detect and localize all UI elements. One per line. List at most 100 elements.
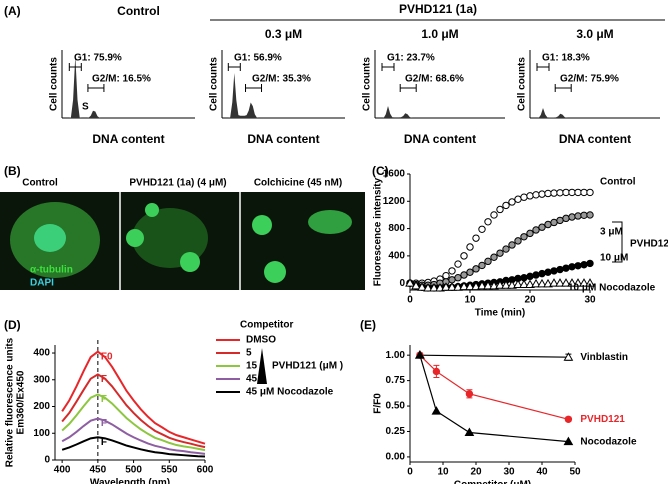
marker <box>471 281 481 291</box>
series-label: PVHD121 <box>580 414 625 425</box>
y-tick-label: 300 <box>33 374 50 385</box>
stain-label: DAPI <box>30 278 54 289</box>
axis-label: DNA content <box>404 132 476 146</box>
axis-label: DNA content <box>92 132 164 146</box>
marker <box>472 265 480 273</box>
x-tick-label: 0 <box>407 295 413 306</box>
gate <box>381 63 395 71</box>
marker <box>477 280 487 290</box>
panel-label: (B) <box>4 164 21 178</box>
histogram <box>62 56 195 118</box>
gate-label: G1: 18.3% <box>542 53 590 64</box>
cell <box>252 215 272 235</box>
phase-label: S <box>82 102 89 113</box>
marker <box>526 229 534 238</box>
marker <box>525 279 535 289</box>
wedge <box>257 348 267 384</box>
marker <box>526 272 534 281</box>
marker <box>448 276 456 284</box>
drug-title: PVHD121 (1a) <box>399 2 477 16</box>
marker <box>478 261 486 270</box>
peak-label: F0 <box>101 351 113 362</box>
marker <box>513 279 523 289</box>
legend-label: 45 <box>246 374 258 385</box>
marker <box>549 278 559 287</box>
x-tick-label: 600 <box>197 465 214 476</box>
stain-label: α-tubulin <box>30 265 73 276</box>
x-tick-label: 20 <box>524 295 536 306</box>
marker <box>478 225 486 233</box>
y-axis-label: Fluorescence intensity <box>373 177 384 286</box>
series-line <box>61 393 206 452</box>
marker <box>562 188 570 197</box>
marker <box>538 269 546 278</box>
marker <box>490 253 498 261</box>
marker <box>520 193 528 201</box>
histogram <box>530 108 660 118</box>
marker <box>502 201 510 210</box>
marker <box>556 216 564 225</box>
bracket <box>612 221 623 263</box>
marker <box>567 278 577 287</box>
x-tick-label: 10 <box>464 295 476 306</box>
x-tick-label: 550 <box>161 465 178 476</box>
plot-title: 3.0 μM <box>576 27 613 41</box>
y-tick-label: 1200 <box>383 196 406 207</box>
axis-label: Cell counts <box>517 57 528 111</box>
marker <box>448 267 456 275</box>
x-axis-label: Wavelength (nm) <box>90 478 170 484</box>
series-label: Control <box>600 177 636 188</box>
gate <box>399 84 417 92</box>
y-axis-label: Em360/Ex450 <box>16 370 27 434</box>
axis-label: Cell counts <box>209 57 220 111</box>
y-tick-label: 0 <box>44 455 50 466</box>
y-axis-label: F/F0 <box>373 393 384 414</box>
histogram <box>375 106 505 118</box>
marker <box>496 205 504 214</box>
marker <box>431 406 442 415</box>
y-tick-label: 200 <box>33 401 50 412</box>
marker <box>574 188 582 197</box>
marker <box>538 190 546 198</box>
x-tick-label: 0 <box>407 467 413 478</box>
marker <box>574 212 582 220</box>
marker <box>562 264 570 272</box>
marker <box>490 211 498 219</box>
image-title: PVHD121 (1a) (4 μM) <box>129 178 226 189</box>
marker <box>563 352 574 361</box>
marker <box>556 189 564 197</box>
x-tick-label: 40 <box>536 467 548 478</box>
panel-label: (D) <box>4 318 21 332</box>
marker <box>556 265 564 274</box>
gate <box>245 84 263 92</box>
cell <box>180 252 200 272</box>
legend-label: DMSO <box>246 335 276 346</box>
marker <box>484 257 492 266</box>
marker <box>519 279 529 289</box>
nucleus <box>34 224 66 252</box>
marker <box>466 268 474 276</box>
marker <box>454 260 462 268</box>
y-axis-label: Relative fluorescence units <box>5 337 16 467</box>
marker <box>415 350 425 359</box>
marker <box>472 234 480 242</box>
x-tick-label: 20 <box>470 467 482 478</box>
marker <box>550 267 558 275</box>
series-line <box>61 373 206 449</box>
marker <box>496 249 504 257</box>
marker <box>495 280 505 289</box>
group-label: PVHD121 <box>630 239 668 250</box>
marker <box>585 278 595 287</box>
cell <box>308 210 352 234</box>
image-title: Colchicine (45 nM) <box>254 178 342 189</box>
marker <box>454 274 462 282</box>
y-tick-label: 0.50 <box>386 401 406 412</box>
marker <box>580 261 588 269</box>
marker <box>411 280 421 290</box>
gate-label: G2/M: 68.6% <box>405 74 464 85</box>
series-line <box>419 354 569 358</box>
marker <box>532 226 540 234</box>
marker <box>464 427 475 436</box>
marker <box>544 220 552 229</box>
